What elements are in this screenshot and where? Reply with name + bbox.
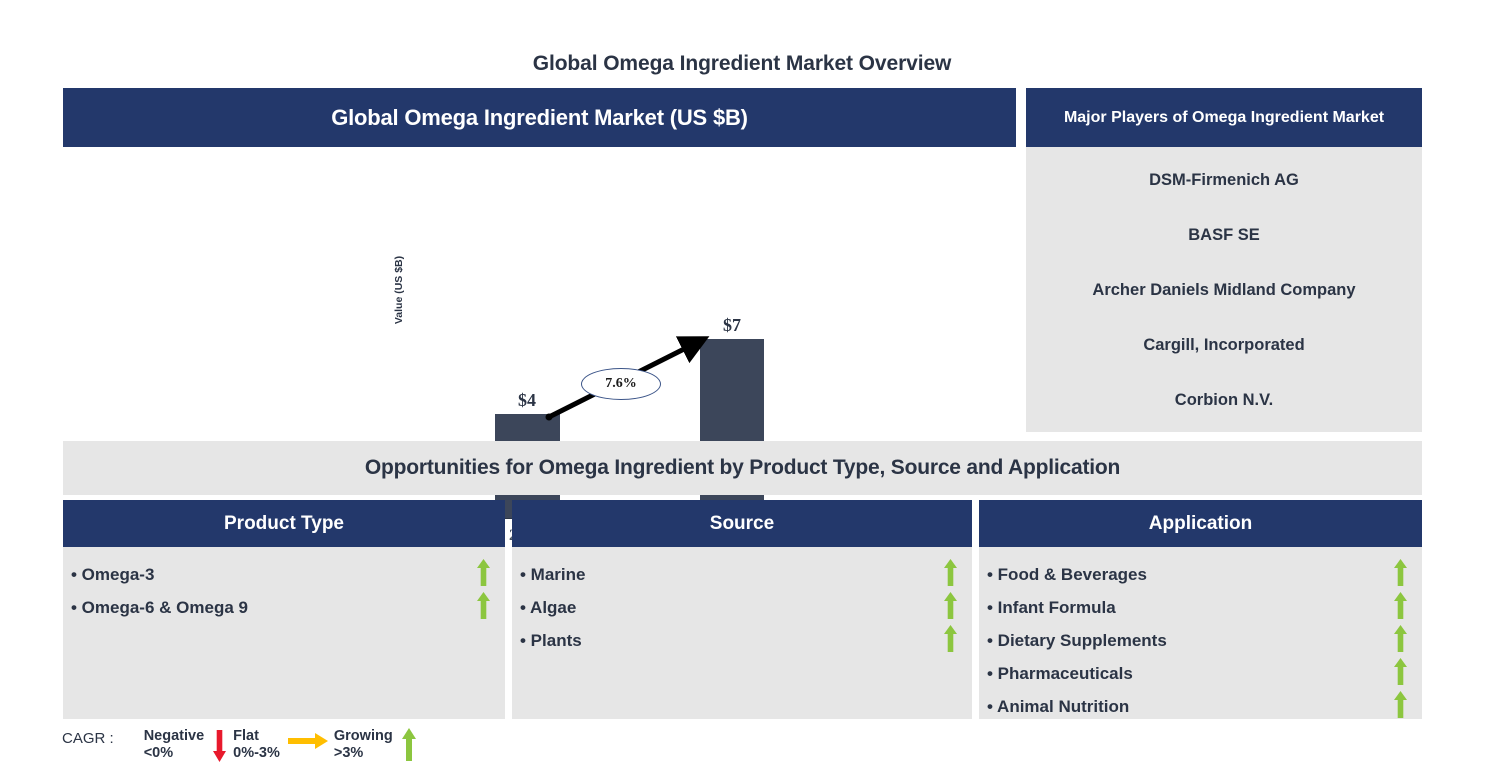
list-item: Archer Daniels Midland Company [1092, 281, 1356, 299]
bar-value-2026: $4 [518, 390, 536, 410]
legend-label-negative: Negative [143, 728, 205, 744]
list-item-label: • Pharmaceuticals [987, 663, 1133, 683]
column-body-source: • Marine • Algae • Plants [512, 547, 972, 719]
list-item-label: • Algae [520, 597, 577, 617]
legend-range-flat: 0%-3% [233, 745, 280, 761]
list-item-label: • Dietary Supplements [987, 630, 1167, 650]
chart-panel-header: Global Omega Ingredient Market (US $B) [63, 88, 1016, 147]
opportunities-banner: Opportunities for Omega Ingredient by Pr… [63, 441, 1422, 495]
list-item: • Infant Formula [979, 591, 1422, 624]
legend-range-growing: >3% [333, 745, 364, 761]
column-header-product-type: Product Type [63, 500, 505, 547]
list-item: BASF SE [1188, 226, 1260, 244]
arrow-up-icon [1393, 657, 1408, 690]
list-item-label: • Infant Formula [987, 597, 1116, 617]
arrow-down-icon [212, 728, 227, 766]
page-title: Global Omega Ingredient Market Overview [532, 52, 952, 75]
list-item: • Dietary Supplements [979, 624, 1422, 657]
opportunity-column-source: Source • Marine • Algae • Plants [512, 500, 972, 719]
arrow-up-icon [943, 624, 958, 657]
arrow-up-icon [943, 591, 958, 624]
list-item: • Animal Nutrition [979, 690, 1422, 723]
legend-item-negative: Negative <0% [144, 728, 227, 766]
arrow-up-icon [401, 728, 417, 766]
major-players-panel: Major Players of Omega Ingredient Market… [1026, 88, 1422, 432]
chart-y-axis-label: Value (US $B) [393, 255, 405, 325]
column-header-source: Source [512, 500, 972, 547]
cagr-legend: CAGR : Negative <0% Flat 0%-3% Growing >… [62, 728, 423, 766]
list-item: • Pharmaceuticals [979, 657, 1422, 690]
list-item-label: • Omega-3 [71, 564, 155, 584]
list-item-label: • Plants [520, 630, 582, 650]
cagr-legend-title: CAGR : [62, 730, 114, 747]
list-item: • Plants [512, 624, 972, 657]
list-item: • Omega-3 [63, 558, 505, 591]
list-item: Corbion N.V. [1174, 391, 1274, 409]
arrow-up-icon [1393, 558, 1408, 591]
list-item: Cargill, Incorporated [1143, 336, 1305, 354]
arrow-up-icon [476, 558, 491, 591]
chart-body: Value (US $B) $4 $7 2026 2035 7.6% [63, 147, 1016, 544]
market-chart-panel: Global Omega Ingredient Market (US $B) V… [63, 88, 1016, 544]
legend-item-growing: Growing >3% [334, 728, 417, 766]
legend-label-flat: Flat [233, 728, 259, 744]
list-item-label: • Omega-6 & Omega 9 [71, 597, 248, 617]
column-header-application: Application [979, 500, 1422, 547]
column-body-application: • Food & Beverages • Infant Formula • Di… [979, 547, 1422, 719]
arrow-up-icon [1393, 624, 1408, 657]
opportunity-column-product-type: Product Type • Omega-3 • Omega-6 & Omega… [63, 500, 505, 719]
opportunity-column-application: Application • Food & Beverages • Infant … [979, 500, 1422, 719]
arrow-up-icon [943, 558, 958, 591]
list-item: • Food & Beverages [979, 558, 1422, 591]
list-item: • Omega-6 & Omega 9 [63, 591, 505, 624]
list-item-label: • Marine [520, 564, 586, 584]
arrow-right-icon [287, 728, 328, 754]
major-players-list: DSM-Firmenich AG BASF SE Archer Daniels … [1026, 147, 1422, 432]
arrow-up-icon [476, 591, 491, 624]
arrow-up-icon [1393, 591, 1408, 624]
bar-value-2035: $7 [723, 315, 741, 335]
column-body-product-type: • Omega-3 • Omega-6 & Omega 9 [63, 547, 505, 719]
cagr-callout: 7.6% [581, 368, 661, 400]
list-item: DSM-Firmenich AG [1149, 171, 1299, 189]
list-item: • Algae [512, 591, 972, 624]
legend-item-flat: Flat 0%-3% [233, 728, 328, 762]
major-players-header: Major Players of Omega Ingredient Market [1026, 88, 1422, 147]
arrow-up-icon [1393, 690, 1408, 723]
legend-label-growing: Growing [333, 728, 393, 744]
list-item-label: • Food & Beverages [987, 564, 1147, 584]
list-item: • Marine [512, 558, 972, 591]
list-item-label: • Animal Nutrition [987, 696, 1130, 716]
legend-range-negative: <0% [143, 745, 174, 761]
